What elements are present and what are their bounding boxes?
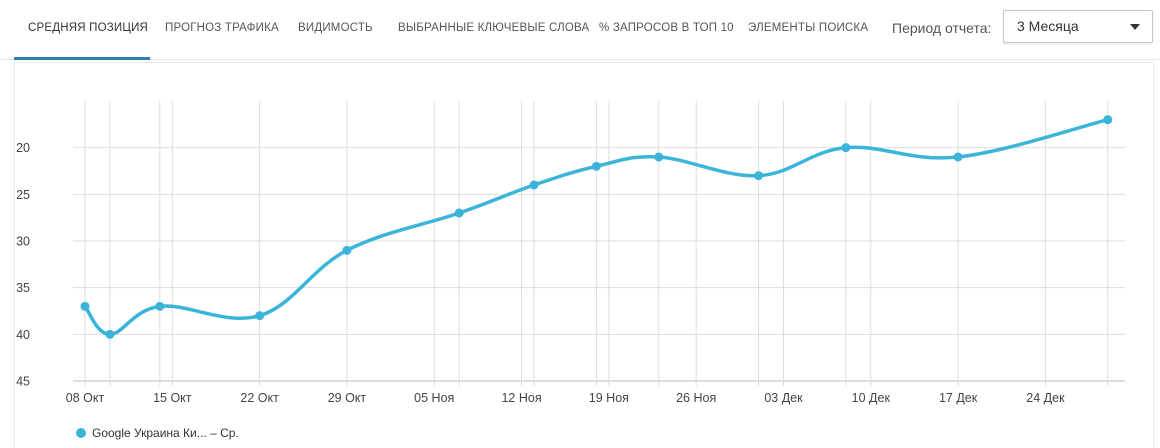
- y-tick-label: 30: [16, 235, 30, 249]
- y-tick-label: 25: [16, 188, 30, 202]
- x-tick-label: 19 Ноя: [589, 391, 629, 405]
- x-tick-label: 05 Ноя: [414, 391, 454, 405]
- x-tick-label: 03 Дек: [764, 391, 803, 405]
- tab-search-elements[interactable]: ЭЛЕМЕНТЫ ПОИСКА: [748, 22, 869, 34]
- chart-series: [80, 115, 1113, 339]
- data-point[interactable]: [841, 143, 851, 153]
- chart-axes: 20 25 30 35 40 45 08 Окт 15 Окт 22 Окт 29 Окт 05 Н…: [16, 141, 1065, 405]
- x-tick-label: 22 Окт: [240, 391, 279, 405]
- x-tick-label: 08 Окт: [66, 391, 105, 405]
- y-tick-label: 40: [16, 328, 30, 342]
- report-period-select[interactable]: 3 Месяца: [1003, 10, 1153, 43]
- data-point[interactable]: [105, 329, 115, 339]
- report-period-label: Период отчета:: [892, 20, 992, 36]
- chart-legend[interactable]: Google Украина Ки... – Ср.: [76, 424, 239, 442]
- tab-top10-queries[interactable]: % ЗАПРОСОВ В ТОП 10: [599, 22, 734, 34]
- report-period-value: 3 Месяца: [1017, 18, 1079, 34]
- x-tick-label: 29 Окт: [328, 391, 367, 405]
- y-tick-label: 45: [16, 375, 30, 389]
- legend-swatch: [76, 427, 86, 438]
- data-point[interactable]: [155, 301, 165, 311]
- data-point[interactable]: [591, 161, 601, 171]
- tab-traffic-forecast[interactable]: ПРОГНОЗ ТРАФИКА: [165, 22, 279, 34]
- tab-selected-keywords[interactable]: ВЫБРАННЫЕ КЛЮЧЕВЫЕ СЛОВА: [398, 22, 590, 34]
- data-point[interactable]: [953, 152, 963, 162]
- x-tick-label: 26 Ноя: [676, 391, 716, 405]
- caret-down-icon: [1130, 24, 1140, 30]
- legend-series-label: Google Украина Ки... – Ср.: [92, 426, 239, 440]
- x-tick-label: 15 Окт: [153, 391, 192, 405]
- report-tabs: СРЕДНЯЯ ПОЗИЦИЯ ПРОГНОЗ ТРАФИКА ВИДИМОСТ…: [0, 0, 1160, 60]
- x-tick-label: 12 Ноя: [501, 391, 541, 405]
- tab-average-position[interactable]: СРЕДНЯЯ ПОЗИЦИЯ: [14, 0, 150, 60]
- x-tick-label: 24 Дек: [1026, 391, 1065, 405]
- data-point[interactable]: [654, 152, 664, 162]
- data-point[interactable]: [80, 301, 90, 311]
- series-line: [83, 117, 1110, 337]
- data-point[interactable]: [1103, 115, 1113, 125]
- y-tick-label: 35: [16, 281, 30, 295]
- data-point[interactable]: [255, 311, 265, 321]
- chart-panel: [14, 62, 1154, 448]
- chart-grid: [73, 101, 1125, 386]
- data-point[interactable]: [454, 208, 464, 218]
- data-point[interactable]: [342, 245, 352, 255]
- tab-visibility[interactable]: ВИДИМОСТЬ: [298, 22, 373, 34]
- data-point[interactable]: [754, 171, 764, 181]
- x-tick-label: 17 Дек: [939, 391, 978, 405]
- x-tick-label: 10 Дек: [852, 391, 891, 405]
- y-tick-label: 20: [16, 141, 30, 155]
- data-point[interactable]: [529, 180, 539, 190]
